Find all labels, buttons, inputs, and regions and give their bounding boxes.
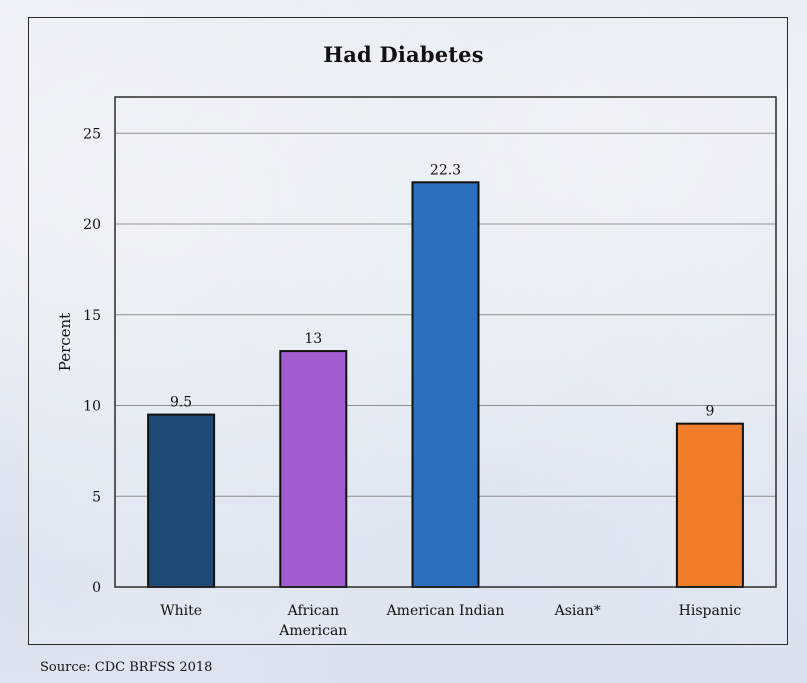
bar-african-american xyxy=(279,350,348,588)
x-axis-labels: White African American American Indian Asian… xyxy=(160,603,741,639)
y-tick-label: 0 xyxy=(92,580,101,596)
source-note: Source: CDC BRFSS 2018 xyxy=(40,660,213,675)
bar-white xyxy=(147,413,216,588)
y-tick-label: 10 xyxy=(83,399,101,415)
data-labels: 9.5 13 22.3 9 xyxy=(170,162,714,419)
data-label: 9.5 xyxy=(170,395,192,411)
x-category-label: Hispanic xyxy=(679,603,742,619)
bar-american-indian xyxy=(411,181,480,588)
y-axis-label: Percent xyxy=(56,313,74,371)
data-label: 22.3 xyxy=(430,162,461,178)
y-tick-label: 5 xyxy=(92,489,101,505)
bar-hispanic xyxy=(675,422,744,588)
x-category-label: White xyxy=(160,603,202,619)
x-category-label: Asian* xyxy=(554,603,601,619)
chart-title: Had Diabetes xyxy=(323,42,484,67)
y-tick-label: 25 xyxy=(83,126,101,142)
y-tick-label: 15 xyxy=(83,308,101,324)
data-label: 9 xyxy=(705,404,714,420)
y-tick-label: 20 xyxy=(83,217,101,233)
y-axis-ticks: 0 5 10 15 20 25 xyxy=(83,126,101,596)
plot-area-border xyxy=(114,96,777,588)
x-category-label: American Indian xyxy=(386,603,505,619)
x-category-label: African American xyxy=(278,603,347,639)
data-label: 13 xyxy=(304,331,322,347)
bars xyxy=(147,181,744,588)
